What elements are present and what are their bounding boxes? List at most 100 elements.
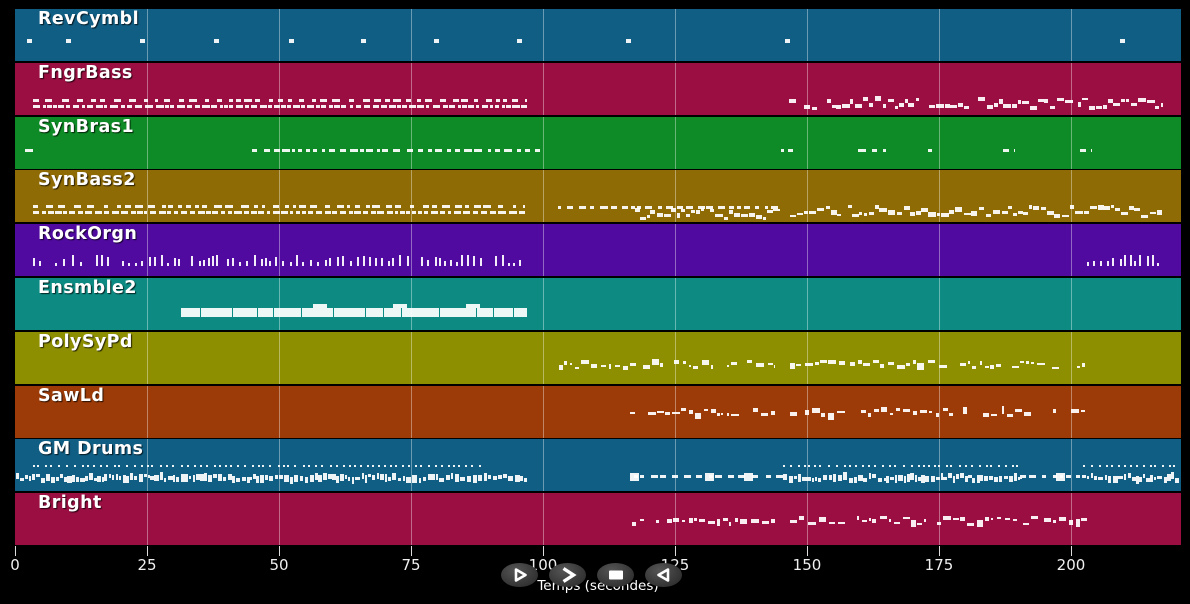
note-mark: [960, 516, 966, 522]
note-mark: [264, 257, 267, 267]
note-mark: [167, 476, 173, 481]
note-mark: [296, 254, 299, 267]
note-mark: [1135, 465, 1138, 468]
note-mark: [348, 99, 354, 103]
grid-line: [147, 493, 148, 546]
note-mark: [454, 148, 460, 152]
note-mark: [601, 364, 607, 368]
note-mark: [1074, 210, 1083, 214]
bar-bump: [313, 303, 328, 308]
note-mark: [928, 212, 936, 217]
note-mark: [236, 478, 240, 482]
note-mark: [941, 212, 949, 217]
note-mark: [281, 104, 287, 108]
note-mark: [804, 409, 809, 416]
rewind-button[interactable]: [645, 563, 682, 587]
note-mark: [443, 104, 449, 108]
note-mark: [916, 522, 922, 526]
note-mark: [557, 205, 561, 209]
note-mark: [946, 465, 949, 468]
note-mark: [302, 262, 305, 267]
note-mark: [452, 99, 459, 103]
note-mark: [521, 104, 528, 108]
note-mark: [365, 148, 373, 152]
note-mark: [805, 363, 813, 367]
note-mark: [105, 465, 108, 468]
note-mark: [1120, 211, 1128, 215]
note-mark: [872, 359, 879, 364]
note-mark: [963, 212, 971, 216]
note-mark: [1028, 475, 1036, 479]
note-mark: [512, 263, 515, 267]
note-mark: [47, 104, 52, 108]
note-mark: [921, 207, 928, 212]
note-mark: [717, 518, 721, 526]
note-mark: [1091, 473, 1094, 479]
note-mark: [913, 360, 916, 365]
note-mark: [328, 148, 335, 152]
stop-button[interactable]: [597, 563, 634, 587]
note-mark: [474, 205, 482, 209]
note-mark: [313, 148, 317, 152]
note-mark: [837, 213, 841, 217]
note-mark: [906, 474, 910, 482]
note-mark: [173, 475, 176, 483]
note-mark: [230, 465, 233, 468]
note-mark: [367, 474, 372, 478]
note-mark: [808, 211, 817, 215]
grid-line: [147, 224, 148, 277]
note-mark: [861, 519, 867, 523]
note-mark: [107, 256, 110, 267]
note-mark: [289, 261, 292, 267]
note-mark: [402, 104, 408, 108]
note-mark: [639, 518, 644, 522]
note-mark: [52, 104, 57, 108]
note-mark: [972, 365, 977, 370]
note-mark: [1054, 214, 1061, 218]
note-mark: [665, 205, 673, 209]
note-mark: [391, 472, 397, 480]
note-mark: [930, 476, 936, 482]
note-mark: [1053, 408, 1057, 413]
play-button[interactable]: [501, 563, 538, 587]
note-mark: [775, 475, 784, 479]
note-mark: [664, 411, 671, 415]
note-mark: [894, 521, 901, 525]
note-mark: [686, 214, 691, 218]
note-mark: [1083, 474, 1086, 479]
note-mark: [504, 148, 513, 152]
note-mark: [752, 407, 759, 413]
note-mark: [1013, 148, 1015, 152]
note-mark: [383, 465, 386, 468]
note-mark: [858, 148, 866, 152]
note-mark: [318, 474, 322, 483]
note-mark: [82, 104, 86, 108]
note-mark: [317, 262, 320, 267]
note-mark: [95, 255, 98, 267]
note-mark: [904, 205, 910, 210]
grid-line: [1071, 278, 1072, 330]
note-mark: [936, 212, 940, 216]
note-mark: [406, 99, 411, 103]
note-mark: [755, 205, 759, 209]
note-mark: [340, 148, 346, 152]
fast-forward-button[interactable]: [549, 563, 586, 587]
stop-icon: [608, 570, 623, 580]
note-mark: [853, 477, 858, 483]
note-mark: [204, 473, 207, 481]
grid-line: [1071, 9, 1072, 61]
note-mark: [871, 148, 878, 152]
note-mark: [828, 465, 831, 468]
note-mark: [497, 474, 503, 480]
note-mark: [1069, 520, 1073, 525]
note-mark: [336, 476, 339, 483]
note-mark: [836, 410, 845, 413]
note-mark: [696, 475, 703, 479]
note-mark: [254, 99, 261, 103]
note-mark: [812, 408, 820, 413]
note-mark: [235, 99, 242, 103]
note-mark: [211, 104, 217, 108]
grid-line: [1071, 224, 1072, 277]
note-mark: [978, 206, 984, 210]
note-mark: [728, 475, 735, 479]
